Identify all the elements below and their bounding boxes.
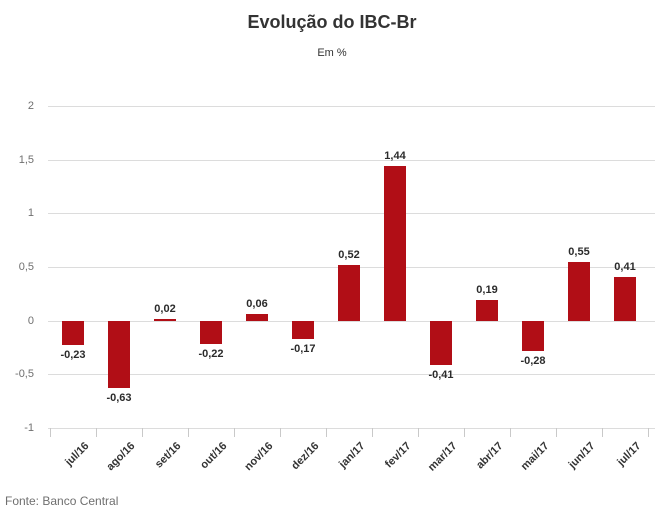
bar-value-label: -0,63 bbox=[106, 392, 132, 405]
x-axis-label: jun/17 bbox=[566, 440, 598, 471]
x-axis-label: nov/16 bbox=[242, 440, 276, 474]
gridline bbox=[48, 213, 655, 215]
y-axis-label: 0 bbox=[27, 314, 34, 327]
x-axis-label: out/16 bbox=[198, 440, 230, 472]
bar bbox=[430, 320, 452, 365]
chart-title: Evolução do IBC-Br bbox=[247, 12, 417, 32]
bar-value-label: 0,55 bbox=[568, 245, 590, 258]
bar-value-label: 0,52 bbox=[338, 248, 360, 261]
y-axis-label: -1 bbox=[24, 422, 34, 434]
bar bbox=[154, 318, 176, 321]
bar-value-label: 0,02 bbox=[154, 302, 176, 315]
chart-subtitle: Em % bbox=[317, 47, 347, 59]
x-axis-label: ago/16 bbox=[104, 440, 138, 474]
y-axis-label: 0,5 bbox=[18, 261, 34, 273]
bar-value-label: -0,41 bbox=[428, 368, 454, 381]
bar bbox=[292, 320, 314, 339]
bar bbox=[522, 320, 544, 351]
x-axis-tick bbox=[372, 428, 373, 437]
y-axis-label: 1,5 bbox=[18, 153, 34, 166]
bar bbox=[384, 166, 406, 321]
bar bbox=[200, 320, 222, 345]
x-axis-tick bbox=[50, 428, 51, 437]
x-axis-label: mar/17 bbox=[425, 440, 460, 474]
gridline bbox=[48, 159, 655, 161]
y-axis-label: 2 bbox=[27, 100, 34, 112]
chart-page: Evolução do IBC-Br Em % 2 1,5 1 0,5 0 -0,5 -1 -… bbox=[0, 12, 664, 508]
gridline bbox=[48, 428, 655, 429]
x-axis-tick bbox=[602, 428, 603, 437]
bar-value-label: -0,23 bbox=[60, 349, 86, 362]
bar bbox=[568, 261, 590, 321]
x-axis-tick bbox=[96, 428, 97, 437]
source-note: Fonte: Banco Central bbox=[5, 494, 119, 508]
x-axis-tick bbox=[418, 428, 419, 437]
x-axis-tick bbox=[234, 428, 235, 437]
x-axis-label: jul/16 bbox=[63, 440, 92, 469]
x-axis-label: fev/17 bbox=[382, 440, 414, 471]
x-axis-tick bbox=[326, 428, 327, 437]
gridline bbox=[48, 374, 655, 376]
bar bbox=[62, 320, 84, 346]
bar-value-label: -0,17 bbox=[290, 342, 316, 355]
bar-value-label: -0,28 bbox=[520, 354, 546, 367]
bar bbox=[246, 314, 268, 321]
x-axis-label: jan/17 bbox=[336, 440, 368, 471]
gridline bbox=[48, 320, 655, 322]
bar-chart: 2 1,5 1 0,5 0 -0,5 -1 -0,23 jul/16 -0,63 ago/16 0,0… bbox=[0, 12, 664, 482]
bar-value-label: -0,22 bbox=[198, 348, 224, 361]
bar bbox=[108, 320, 130, 389]
x-axis-tick bbox=[556, 428, 557, 437]
x-axis-tick bbox=[142, 428, 143, 437]
bar bbox=[476, 300, 498, 321]
bar bbox=[338, 264, 360, 321]
x-axis-label: mai/17 bbox=[518, 440, 552, 473]
gridline bbox=[48, 106, 655, 107]
x-axis-tick bbox=[188, 428, 189, 437]
x-axis-label: abr/17 bbox=[474, 440, 506, 472]
bar-value-label: 1,44 bbox=[384, 150, 406, 163]
x-axis-tick bbox=[464, 428, 465, 437]
bar-value-label: 0,19 bbox=[476, 284, 498, 297]
y-axis-label: 1 bbox=[27, 207, 34, 220]
bar bbox=[614, 276, 636, 321]
x-axis-label: set/16 bbox=[152, 440, 184, 471]
x-axis-tick bbox=[648, 428, 649, 437]
x-axis-tick bbox=[510, 428, 511, 437]
x-axis-tick bbox=[280, 428, 281, 437]
x-axis-label: jul/17 bbox=[615, 440, 644, 469]
x-axis-label: dez/16 bbox=[289, 440, 322, 473]
bar-value-label: 0,41 bbox=[614, 260, 636, 273]
bar-value-label: 0,06 bbox=[246, 298, 268, 311]
y-axis-label: -0,5 bbox=[15, 368, 34, 381]
